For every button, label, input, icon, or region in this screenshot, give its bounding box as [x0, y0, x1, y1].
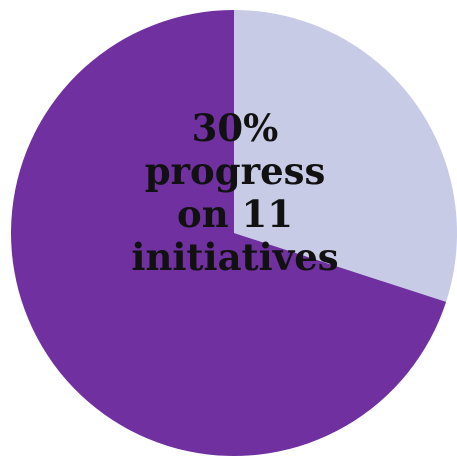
pie-slice-remaining [11, 10, 447, 456]
center-label: 30% progress on 11 initiatives [128, 107, 342, 279]
center-label-line: progress [144, 149, 326, 193]
center-label-line: on 11 [177, 192, 293, 236]
center-label-line: 30% [191, 106, 279, 150]
center-label-line: initiatives [131, 235, 339, 279]
pie-slice-progress [234, 10, 457, 302]
